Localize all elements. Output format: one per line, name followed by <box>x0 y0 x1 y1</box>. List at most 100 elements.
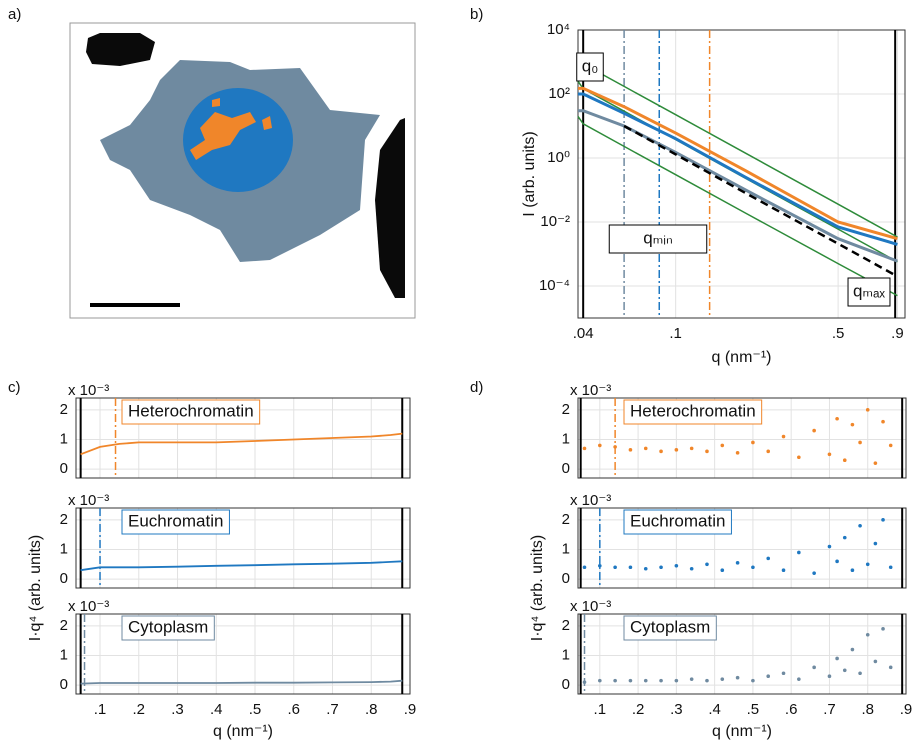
series-label-box <box>121 615 215 641</box>
panel-label: c) <box>8 379 21 396</box>
x-tick-label: .04 <box>573 325 594 342</box>
data-point <box>582 680 587 684</box>
data-point <box>628 448 633 452</box>
data-point <box>888 565 893 570</box>
data-point <box>659 678 663 683</box>
data-point <box>613 678 617 683</box>
data-point <box>850 647 855 652</box>
x-tick-label: .6 <box>785 701 798 718</box>
data-point <box>835 656 839 661</box>
annotation-box <box>608 224 708 254</box>
series-line <box>623 124 899 278</box>
y-tick-label: 10⁴ <box>547 21 570 38</box>
black-region <box>375 118 405 298</box>
series-label: Heterochromatin <box>128 401 254 420</box>
nucleus-region <box>183 88 293 192</box>
series-label: Cytoplasm <box>128 617 208 636</box>
x-tick-label: .9 <box>404 701 417 718</box>
heterochromatin-region <box>212 98 272 130</box>
y-multiplier: x 10⁻³ <box>570 382 611 399</box>
data-point <box>659 449 663 454</box>
series-label-box <box>623 509 732 535</box>
x-axis-label: q (nm⁻¹) <box>712 723 772 740</box>
data-point <box>873 461 878 465</box>
data-point <box>628 565 633 570</box>
data-point <box>643 446 648 451</box>
data-point <box>781 434 786 439</box>
x-tick-label: .5 <box>747 701 760 718</box>
series-label-box <box>623 399 763 425</box>
annotation: qₘᵢₙ <box>643 228 673 247</box>
x-tick-label: .2 <box>133 701 146 718</box>
data-point <box>598 443 602 448</box>
data-point <box>705 678 709 683</box>
y-tick-label: 1 <box>60 540 68 557</box>
data-point <box>781 568 786 573</box>
data-point <box>766 674 771 679</box>
black-region <box>86 33 155 66</box>
y-axis-label: I (arb. units) <box>521 131 538 216</box>
series-line <box>80 560 403 572</box>
y-tick-label: 2 <box>562 401 570 418</box>
x-tick-label: .4 <box>708 701 721 718</box>
y-tick-label: 0 <box>562 460 570 477</box>
y-multiplier: x 10⁻³ <box>68 382 109 399</box>
data-point <box>643 566 648 571</box>
data-point <box>751 678 755 683</box>
series-label: Euchromatin <box>128 511 223 530</box>
x-tick-label: .4 <box>210 701 223 718</box>
x-axis-label: q (nm⁻¹) <box>712 349 772 366</box>
data-point <box>842 458 847 463</box>
x-tick-label: .5 <box>832 325 845 342</box>
x-tick-label: .1 <box>594 701 607 718</box>
axes-frame <box>577 29 906 319</box>
data-point <box>766 556 771 561</box>
y-tick-label: 10⁻² <box>540 213 570 230</box>
data-point <box>582 565 587 570</box>
data-point <box>881 419 885 424</box>
data-point <box>674 678 679 683</box>
series-label: Euchromatin <box>630 511 725 530</box>
series-label: Heterochromatin <box>630 401 756 420</box>
data-point <box>720 568 725 573</box>
data-point <box>835 416 839 421</box>
x-tick-label: .8 <box>861 701 874 718</box>
axes-frame <box>75 507 411 589</box>
x-tick-label: .7 <box>823 701 836 718</box>
data-point <box>835 559 839 564</box>
y-tick-label: 2 <box>60 617 68 634</box>
data-point <box>705 449 709 454</box>
axes-frame <box>75 613 411 695</box>
data-point <box>674 448 679 452</box>
x-tick-label: .2 <box>632 701 645 718</box>
y-tick-label: 2 <box>60 401 68 418</box>
y-axis-label: I·q⁴ (arb. units) <box>27 535 44 641</box>
x-tick-label: .3 <box>171 701 184 718</box>
y-tick-label: 1 <box>60 646 68 663</box>
data-point <box>598 563 602 568</box>
y-multiplier: x 10⁻³ <box>68 492 109 509</box>
data-point <box>797 455 801 460</box>
y-tick-label: 2 <box>562 511 570 528</box>
y-tick-label: 2 <box>60 511 68 528</box>
annotation: q₀ <box>582 56 599 75</box>
data-point <box>613 565 617 570</box>
y-multiplier: x 10⁻³ <box>570 492 611 509</box>
series-line <box>80 432 403 456</box>
series-line <box>577 115 898 297</box>
data-point <box>842 535 847 540</box>
data-point <box>850 568 855 573</box>
series-label: Cytoplasm <box>630 617 710 636</box>
y-tick-label: 0 <box>60 570 68 587</box>
data-point <box>858 523 862 528</box>
data-point <box>735 451 740 455</box>
data-point <box>643 678 648 683</box>
panel-label: b) <box>470 6 483 23</box>
series-line <box>80 679 403 685</box>
y-tick-label: 1 <box>60 430 68 447</box>
data-point <box>873 541 878 546</box>
data-point <box>674 563 679 568</box>
axes-frame <box>75 397 411 479</box>
data-point <box>598 678 602 683</box>
data-point <box>827 544 832 549</box>
